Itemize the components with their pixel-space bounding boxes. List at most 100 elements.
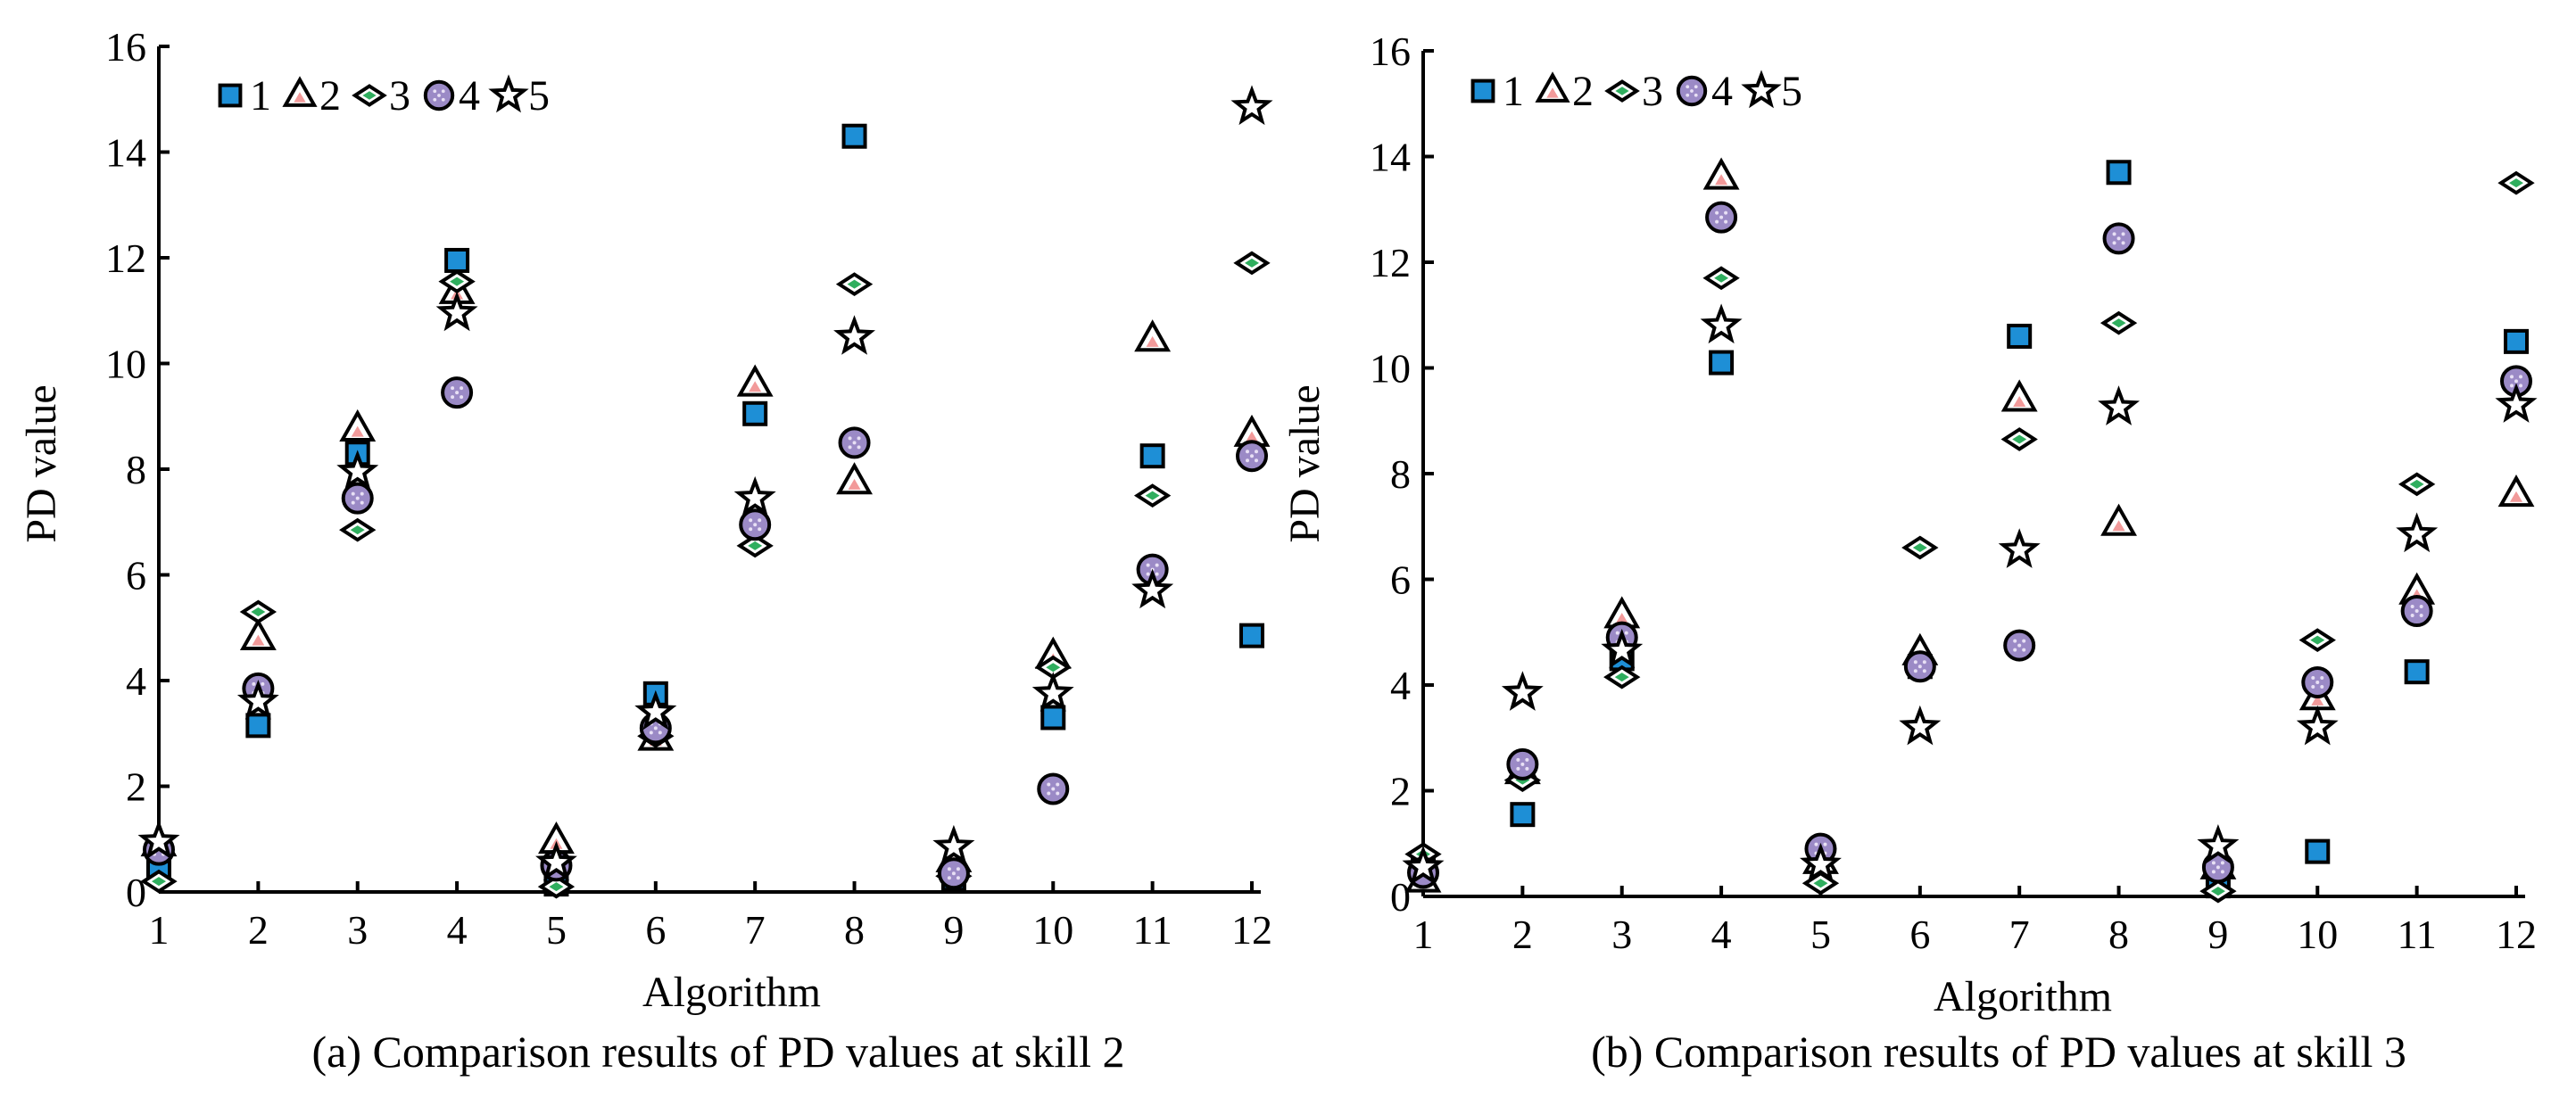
data-point-diamond <box>140 869 178 894</box>
data-point-triangle <box>2497 475 2535 508</box>
data-point-circle <box>2301 666 2334 699</box>
legend-marker-diamond <box>1604 79 1640 103</box>
legend-marker-star <box>488 74 529 113</box>
x-tick-label: 6 <box>645 907 666 953</box>
legend-item-1: 1 <box>218 72 271 120</box>
x-tick-label: 11 <box>1132 907 1172 953</box>
legend-label: 1 <box>250 72 271 120</box>
data-point-star <box>336 450 379 490</box>
data-point-circle <box>739 508 772 541</box>
data-point-square <box>245 713 271 739</box>
legend-marker-square <box>1470 78 1495 103</box>
data-point-star <box>1799 842 1842 883</box>
y-tick-label: 2 <box>126 764 146 810</box>
data-point-square <box>2007 323 2033 349</box>
x-tick-label: 3 <box>1611 912 1632 957</box>
data-point-circle <box>2003 629 2036 662</box>
legend-item-5: 5 <box>488 72 550 120</box>
legend-label: 2 <box>319 72 341 120</box>
data-point-star <box>1501 671 1544 711</box>
series-1 <box>1411 160 2529 899</box>
data-point-square <box>444 247 470 273</box>
legend-label: 5 <box>528 72 550 120</box>
x-tick-label: 10 <box>1032 907 1073 953</box>
x-tick-label: 6 <box>1909 912 1930 957</box>
data-point-star <box>2197 824 2240 864</box>
legend-label: 3 <box>1642 68 1663 115</box>
y-tick-label: 8 <box>126 447 146 492</box>
legend-label: 3 <box>389 72 410 120</box>
y-tick-label: 4 <box>1390 663 1411 708</box>
data-point-square <box>1239 623 1264 648</box>
data-point-diamond <box>835 272 874 297</box>
data-point-diamond <box>239 599 277 624</box>
legend-label: 1 <box>1503 68 1524 115</box>
data-point-square <box>841 123 867 149</box>
data-point-triangle <box>1702 157 1740 190</box>
data-point-star <box>1601 628 1644 669</box>
data-point-square <box>2504 328 2529 354</box>
data-point-star <box>1031 672 1074 712</box>
series-2 <box>140 271 1271 872</box>
x-tick-label: 4 <box>1711 912 1732 957</box>
legend-marker-triangle <box>282 76 318 107</box>
series-3 <box>140 251 1271 899</box>
series-2 <box>1404 157 2535 893</box>
data-point-diamond <box>1603 665 1641 689</box>
y-axis-title: PD value <box>1281 384 1329 542</box>
data-point-triangle <box>836 462 873 495</box>
x-tick-label: 3 <box>347 907 368 953</box>
x-tick-label: 1 <box>149 907 170 953</box>
legend-label: 4 <box>1711 68 1733 115</box>
x-tick-label: 12 <box>1231 907 1272 953</box>
x-tick-label: 7 <box>2009 912 2030 957</box>
y-tick-label: 12 <box>105 235 146 281</box>
series-4 <box>143 376 1268 890</box>
legend-item-1: 1 <box>1470 68 1524 115</box>
series-5 <box>137 85 1273 881</box>
x-tick-label: 1 <box>1413 912 1434 957</box>
legend-marker-triangle <box>1535 71 1570 103</box>
y-tick-label: 6 <box>126 553 146 599</box>
y-tick-label: 0 <box>1390 874 1411 920</box>
data-point-diamond <box>2299 628 2336 653</box>
y-tick-label: 10 <box>105 342 146 387</box>
data-point-diamond <box>2199 879 2237 904</box>
data-point-triangle <box>339 409 377 442</box>
data-point-star <box>535 840 577 881</box>
legend-marker-circle <box>1676 75 1708 107</box>
data-point-diamond <box>736 533 774 558</box>
data-point-diamond <box>2100 310 2138 335</box>
y-axis-title: PD value <box>18 384 65 542</box>
y-tick-label: 8 <box>1390 451 1411 497</box>
x-tick-label: 9 <box>943 907 964 953</box>
data-point-square <box>2305 838 2331 864</box>
legend-item-3: 3 <box>1604 68 1663 115</box>
data-point-star <box>236 680 279 720</box>
data-point-circle <box>1903 650 1936 683</box>
legend-item-2: 2 <box>282 72 341 120</box>
data-point-star <box>2495 383 2538 423</box>
x-tick-label: 12 <box>2496 912 2537 957</box>
data-point-diamond <box>1702 266 1740 291</box>
x-axis-title: Algorithm <box>642 969 821 1016</box>
data-point-diamond <box>1034 655 1072 680</box>
data-point-diamond <box>438 269 476 294</box>
x-tick-label: 5 <box>546 907 567 953</box>
x-tick-label: 2 <box>1512 912 1533 957</box>
x-tick-label: 7 <box>745 907 766 953</box>
data-point-circle <box>441 376 474 409</box>
legend-label: 2 <box>1572 68 1594 115</box>
data-point-circle <box>1236 440 1268 473</box>
data-point-triangle <box>736 364 774 397</box>
data-point-star <box>1998 528 2041 568</box>
data-point-star <box>2296 705 2339 746</box>
legend-marker-star <box>1741 70 1782 109</box>
legend-item-4: 4 <box>1676 68 1733 115</box>
x-tick-label: 8 <box>844 907 865 953</box>
data-point-square <box>742 400 768 426</box>
x-axis-title: Algorithm <box>1934 973 2112 1020</box>
y-tick-label: 14 <box>1370 135 1411 180</box>
